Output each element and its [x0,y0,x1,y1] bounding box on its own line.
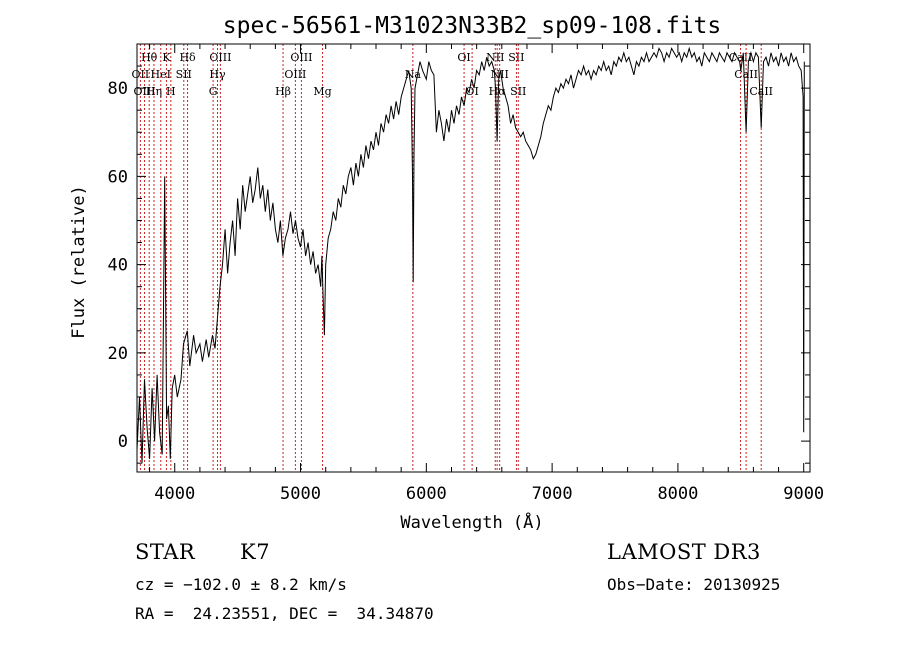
redshift-cz: cz = −102.0 ± 8.2 km/s [135,575,347,594]
line-label: Hβ [275,85,291,98]
line-label: Mg [313,85,331,98]
y-tick-label: 40 [108,256,128,276]
x-tick-label: 5000 [280,484,321,504]
y-tick-label: 60 [108,167,128,187]
chart-title: spec-56561-M31023N33B2_sp09-108.fits [223,13,722,39]
y-tick-label: 0 [118,432,128,452]
line-label: OI [457,51,470,64]
line-label: Hα [489,85,507,98]
line-label: OI [465,85,478,98]
obs-date: Obs−Date: 20130925 [607,575,781,594]
coordinates: RA = 24.23551, DEC = 34.34870 [135,604,434,623]
x-tick-label: 4000 [154,484,195,504]
line-label: H [166,85,176,98]
line-label: HeI [151,68,171,81]
line-label: OII [132,68,150,81]
x-tick-label: 8000 [657,484,698,504]
axis-ticks: 4000 5000 6000 7000 8000 9000 0 20 40 60 80 [108,43,824,504]
line-label: OIII [290,51,312,64]
line-label: SII [508,51,524,64]
line-label: SII [510,85,526,98]
spectrum-series [136,46,805,464]
y-axis-label: Flux (relative) [69,185,89,339]
line-label: Hη [146,85,162,98]
plot-frame [136,43,811,473]
line-label: OIII [284,68,306,81]
line-label: K [162,51,171,64]
y-tick-label: 20 [108,344,128,364]
survey-name: LAMOST DR3 [607,540,761,564]
line-label: Hθ [141,51,158,64]
line-label: NII [486,51,504,64]
y-tick-label: 80 [108,79,128,99]
line-label: SII [176,68,192,81]
object-subclass: K7 [240,540,271,564]
line-label: Hγ [209,68,226,81]
line-label: Hδ [179,51,196,64]
x-tick-label: 6000 [406,484,447,504]
line-label: CaII [734,68,758,81]
line-label: OIII [209,51,231,64]
object-class: STAR [135,540,196,564]
line-label: CaII [749,85,773,98]
emission-line-markers: Hθ K Hδ OIII OIII OI NII SII CaII OII HeI SII Hγ OIII… [132,44,773,472]
x-tick-label: 9000 [783,484,824,504]
spectrum-line [136,46,805,464]
line-label: G [209,85,218,98]
x-axis-label: Wavelength (Å) [400,511,543,533]
x-tick-label: 7000 [532,484,573,504]
